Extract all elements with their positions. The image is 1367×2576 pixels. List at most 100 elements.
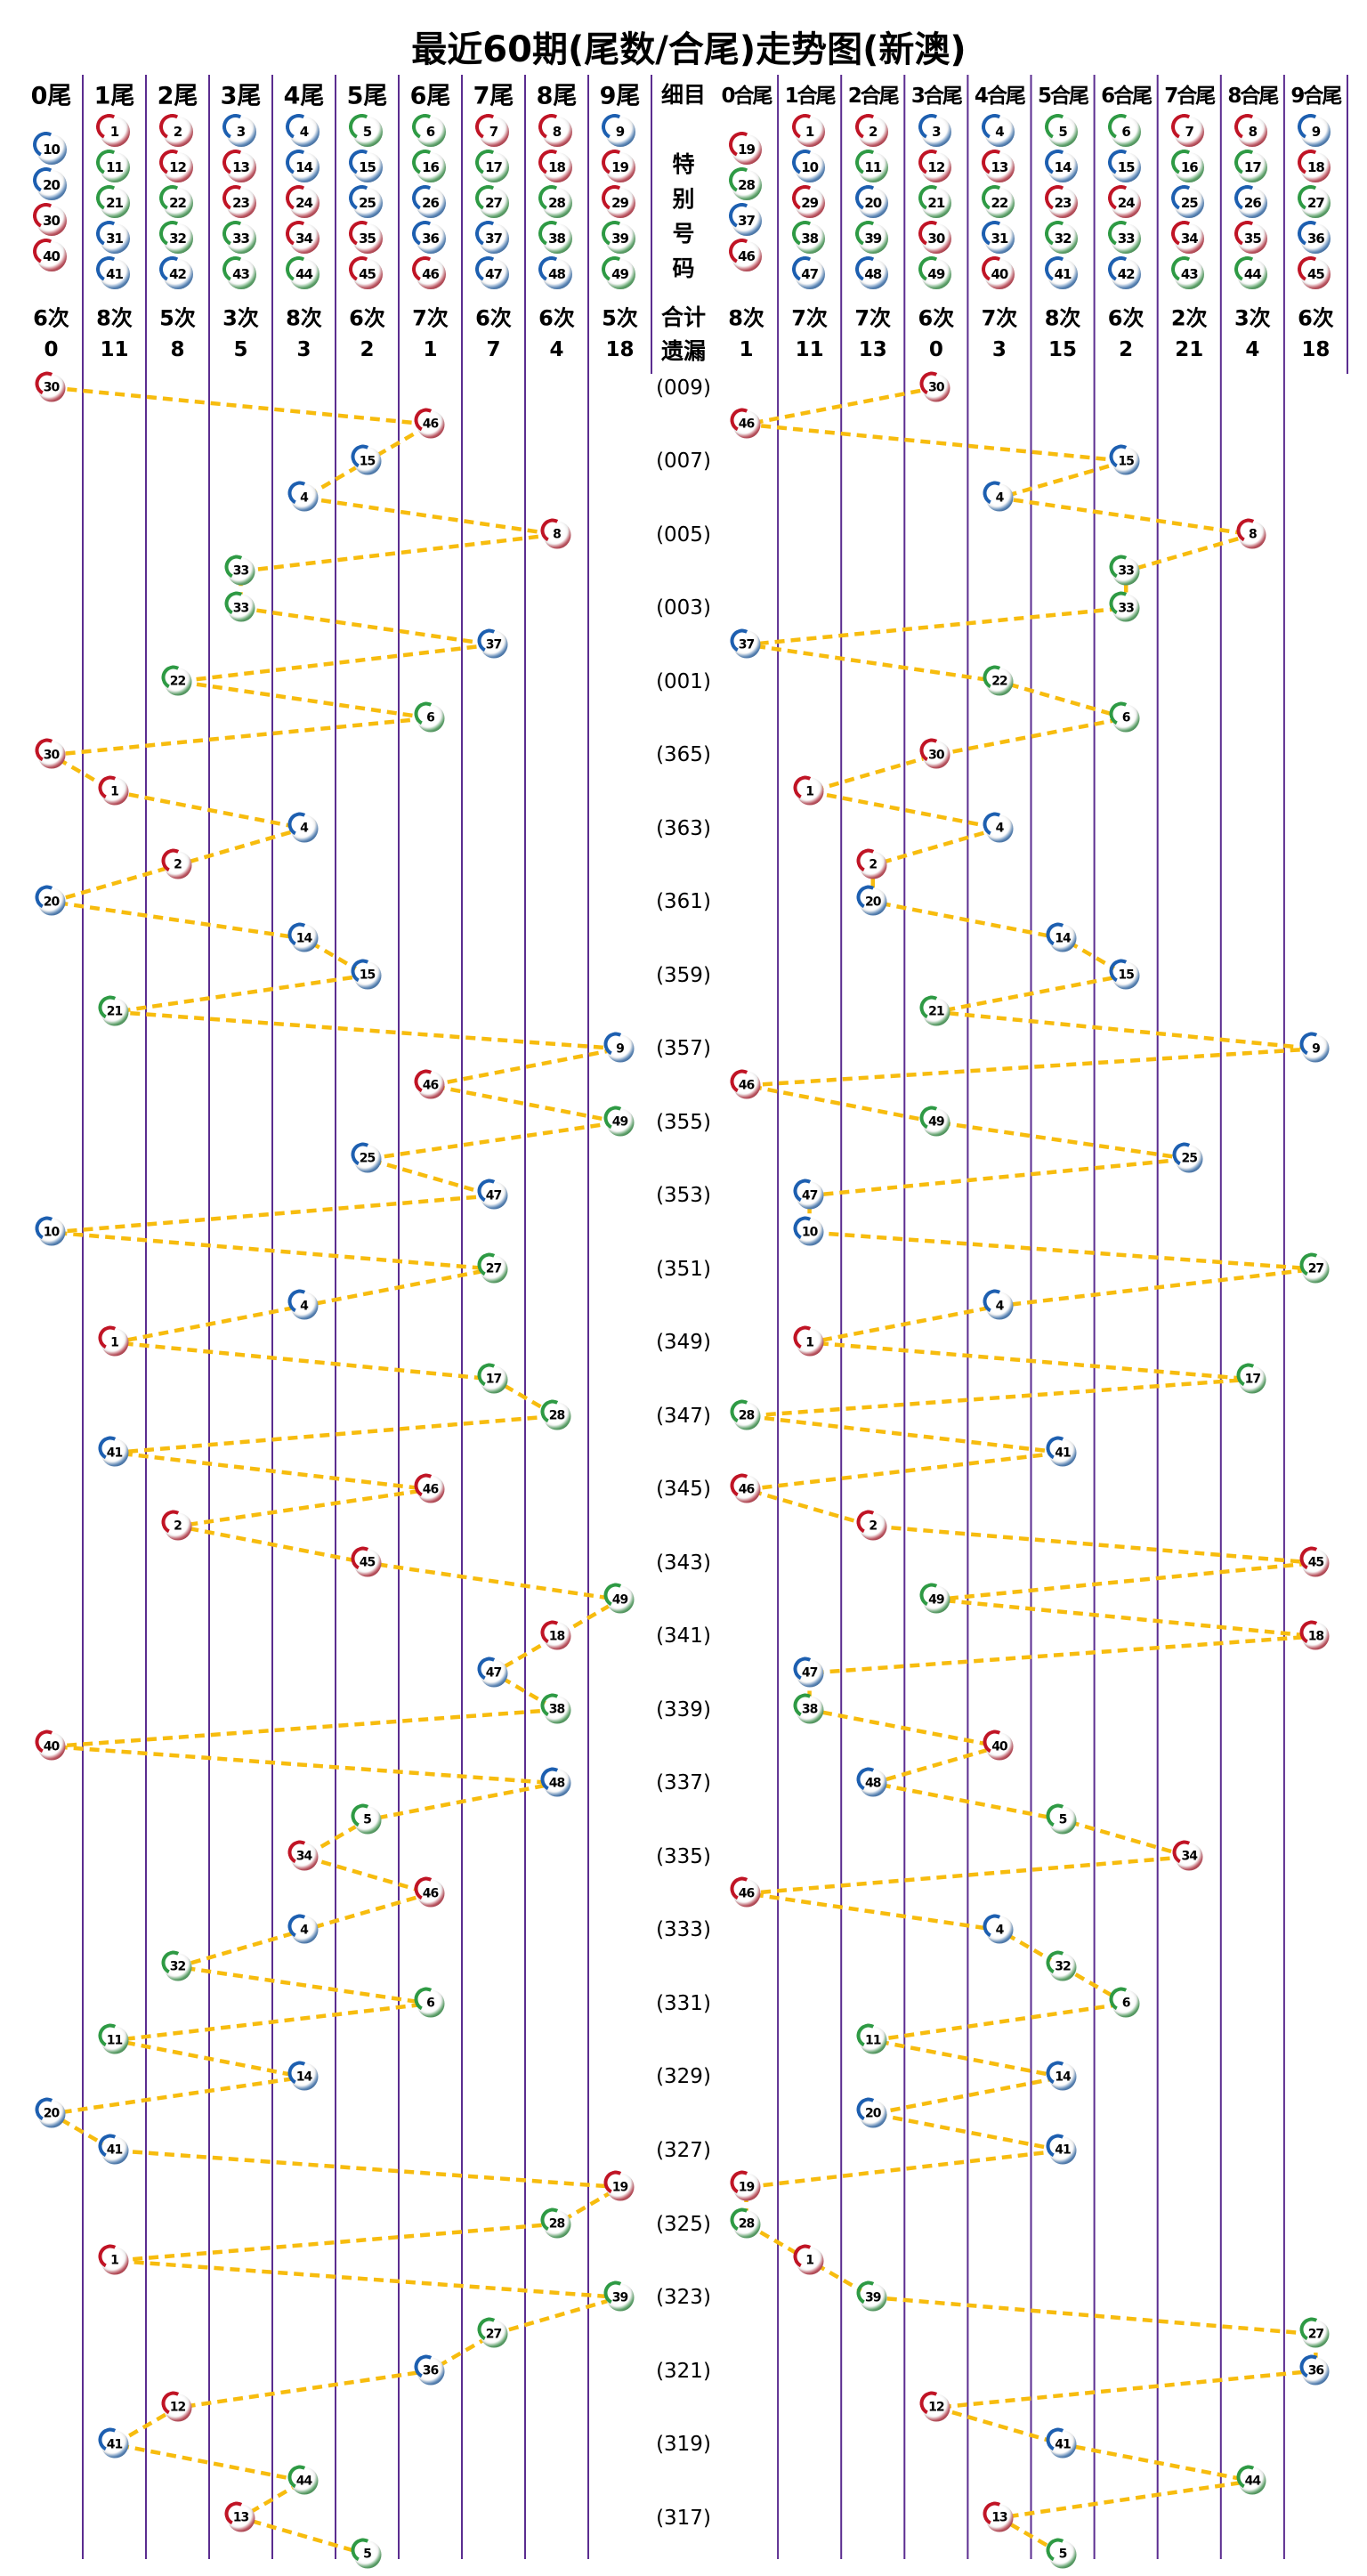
detail-column-header: 细目	[660, 82, 707, 108]
header-ball: 15	[352, 152, 383, 182]
chart-ball: 4	[290, 1916, 318, 1944]
period-label: (331)	[656, 1991, 711, 2015]
chart-ball: 28	[732, 1402, 761, 1430]
chart-ball: 28	[543, 2210, 570, 2238]
header-ball: 11	[857, 152, 888, 182]
header-ball: 1	[99, 117, 130, 147]
chart-ball: 1	[101, 1328, 128, 1357]
chart-ball: 34	[290, 1843, 318, 1871]
period-label: (339)	[656, 1697, 711, 1721]
chart-ball: 32	[1048, 1953, 1077, 1981]
chart-ball: 22	[985, 668, 1014, 696]
gap-cell: 3	[991, 338, 1007, 361]
chart-ball: 46	[417, 1071, 444, 1099]
header-ball: 39	[604, 223, 635, 254]
column-header: 8合尾	[1227, 85, 1279, 108]
chart-ball: 41	[101, 2430, 128, 2459]
header-ball: 45	[352, 259, 383, 289]
count-cell: 7次	[791, 305, 828, 331]
header-ball: 11	[99, 152, 130, 182]
chart-ball: 46	[417, 410, 444, 439]
chart-ball: 21	[101, 998, 128, 1026]
header-ball: 29	[604, 188, 635, 218]
period-label: (327)	[656, 2138, 711, 2162]
count-cell: 5次	[602, 305, 638, 331]
chart-ball: 30	[37, 741, 65, 769]
chart-ball: 38	[796, 1696, 824, 1724]
chart-ball: 17	[1238, 1365, 1266, 1394]
header-ball: 19	[604, 152, 635, 182]
chart-ball: 6	[1112, 1989, 1140, 2018]
header-ball: 43	[225, 259, 256, 289]
header-ball: 1	[794, 117, 825, 147]
header-ball: 16	[1174, 152, 1205, 182]
header-ball: 22	[983, 188, 1015, 218]
column-header: 7合尾	[1164, 85, 1216, 108]
chart-ball: 8	[1238, 521, 1266, 549]
header-ball: 48	[541, 259, 572, 289]
chart-ball: 44	[290, 2467, 318, 2495]
chart-ball: 5	[1048, 2540, 1077, 2569]
header-ball: 33	[1111, 223, 1142, 254]
chart-ball: 46	[732, 1475, 761, 1503]
header-ball: 47	[478, 259, 509, 289]
header-ball: 15	[1111, 152, 1142, 182]
header-ball: 38	[794, 223, 825, 254]
header-ball: 26	[415, 188, 446, 218]
header-ball: 25	[1174, 188, 1205, 218]
total-row-label: 合计	[660, 304, 707, 330]
header-ball: 2	[857, 117, 888, 147]
chart-ball: 41	[101, 2136, 128, 2165]
chart-ball: 1	[796, 777, 824, 806]
count-cell: 3次	[1234, 305, 1271, 331]
chart-ball: 47	[796, 1181, 824, 1210]
period-label: (337)	[656, 1771, 711, 1795]
count-cell: 6次	[1107, 305, 1145, 331]
header-ball: 18	[1300, 152, 1331, 182]
header-ball: 43	[1174, 259, 1205, 289]
header-ball: 23	[1047, 188, 1079, 218]
period-label: (357)	[656, 1037, 711, 1061]
chart-ball: 8	[543, 521, 570, 549]
column-header: 6尾	[409, 82, 451, 110]
chart-ball: 49	[606, 1108, 634, 1137]
gap-cell: 0	[928, 338, 943, 361]
chart-ball: 10	[796, 1218, 824, 1246]
chart-ball: 20	[37, 887, 65, 916]
chart-ball: 49	[922, 1585, 950, 1614]
header-ball: 37	[478, 223, 509, 254]
period-label: (333)	[656, 1918, 711, 1942]
gap-cell: 13	[858, 338, 887, 361]
chart-ball: 49	[922, 1108, 950, 1137]
gap-cell: 5	[233, 338, 248, 361]
header-ball: 9	[1300, 117, 1331, 147]
chart-ball: 38	[543, 1696, 570, 1724]
gap-cell: 3	[296, 338, 311, 361]
column-header: 3尾	[220, 82, 262, 110]
column-header: 1合尾	[784, 85, 837, 108]
chart-ball: 11	[859, 2026, 887, 2054]
chart-ball: 1	[796, 2247, 824, 2275]
header-ball: 42	[162, 259, 193, 289]
chart-ball: 37	[480, 630, 507, 659]
column-header: 2合尾	[847, 85, 900, 108]
header-ball: 49	[920, 259, 951, 289]
header-ball: 27	[478, 188, 509, 218]
header-ball: 5	[1047, 117, 1079, 147]
header-ball: 7	[478, 117, 509, 147]
gap-cell: 2	[1119, 338, 1134, 361]
header-ball: 4	[983, 117, 1015, 147]
header-ball: 36	[415, 223, 446, 254]
chart-ball: 4	[290, 814, 318, 843]
header-ball: 8	[1237, 117, 1268, 147]
header-ball: 24	[288, 188, 320, 218]
gap-cell: 1	[423, 338, 438, 361]
special-number-label-char: 别	[672, 186, 695, 212]
period-label: (335)	[656, 1844, 711, 1868]
chart-ball: 15	[353, 447, 381, 475]
chart-ball: 19	[732, 2173, 761, 2201]
chart-ball: 12	[164, 2394, 191, 2422]
count-cell: 6次	[918, 305, 955, 331]
period-label: (003)	[656, 596, 711, 620]
chart-ball: 41	[1048, 2430, 1077, 2459]
